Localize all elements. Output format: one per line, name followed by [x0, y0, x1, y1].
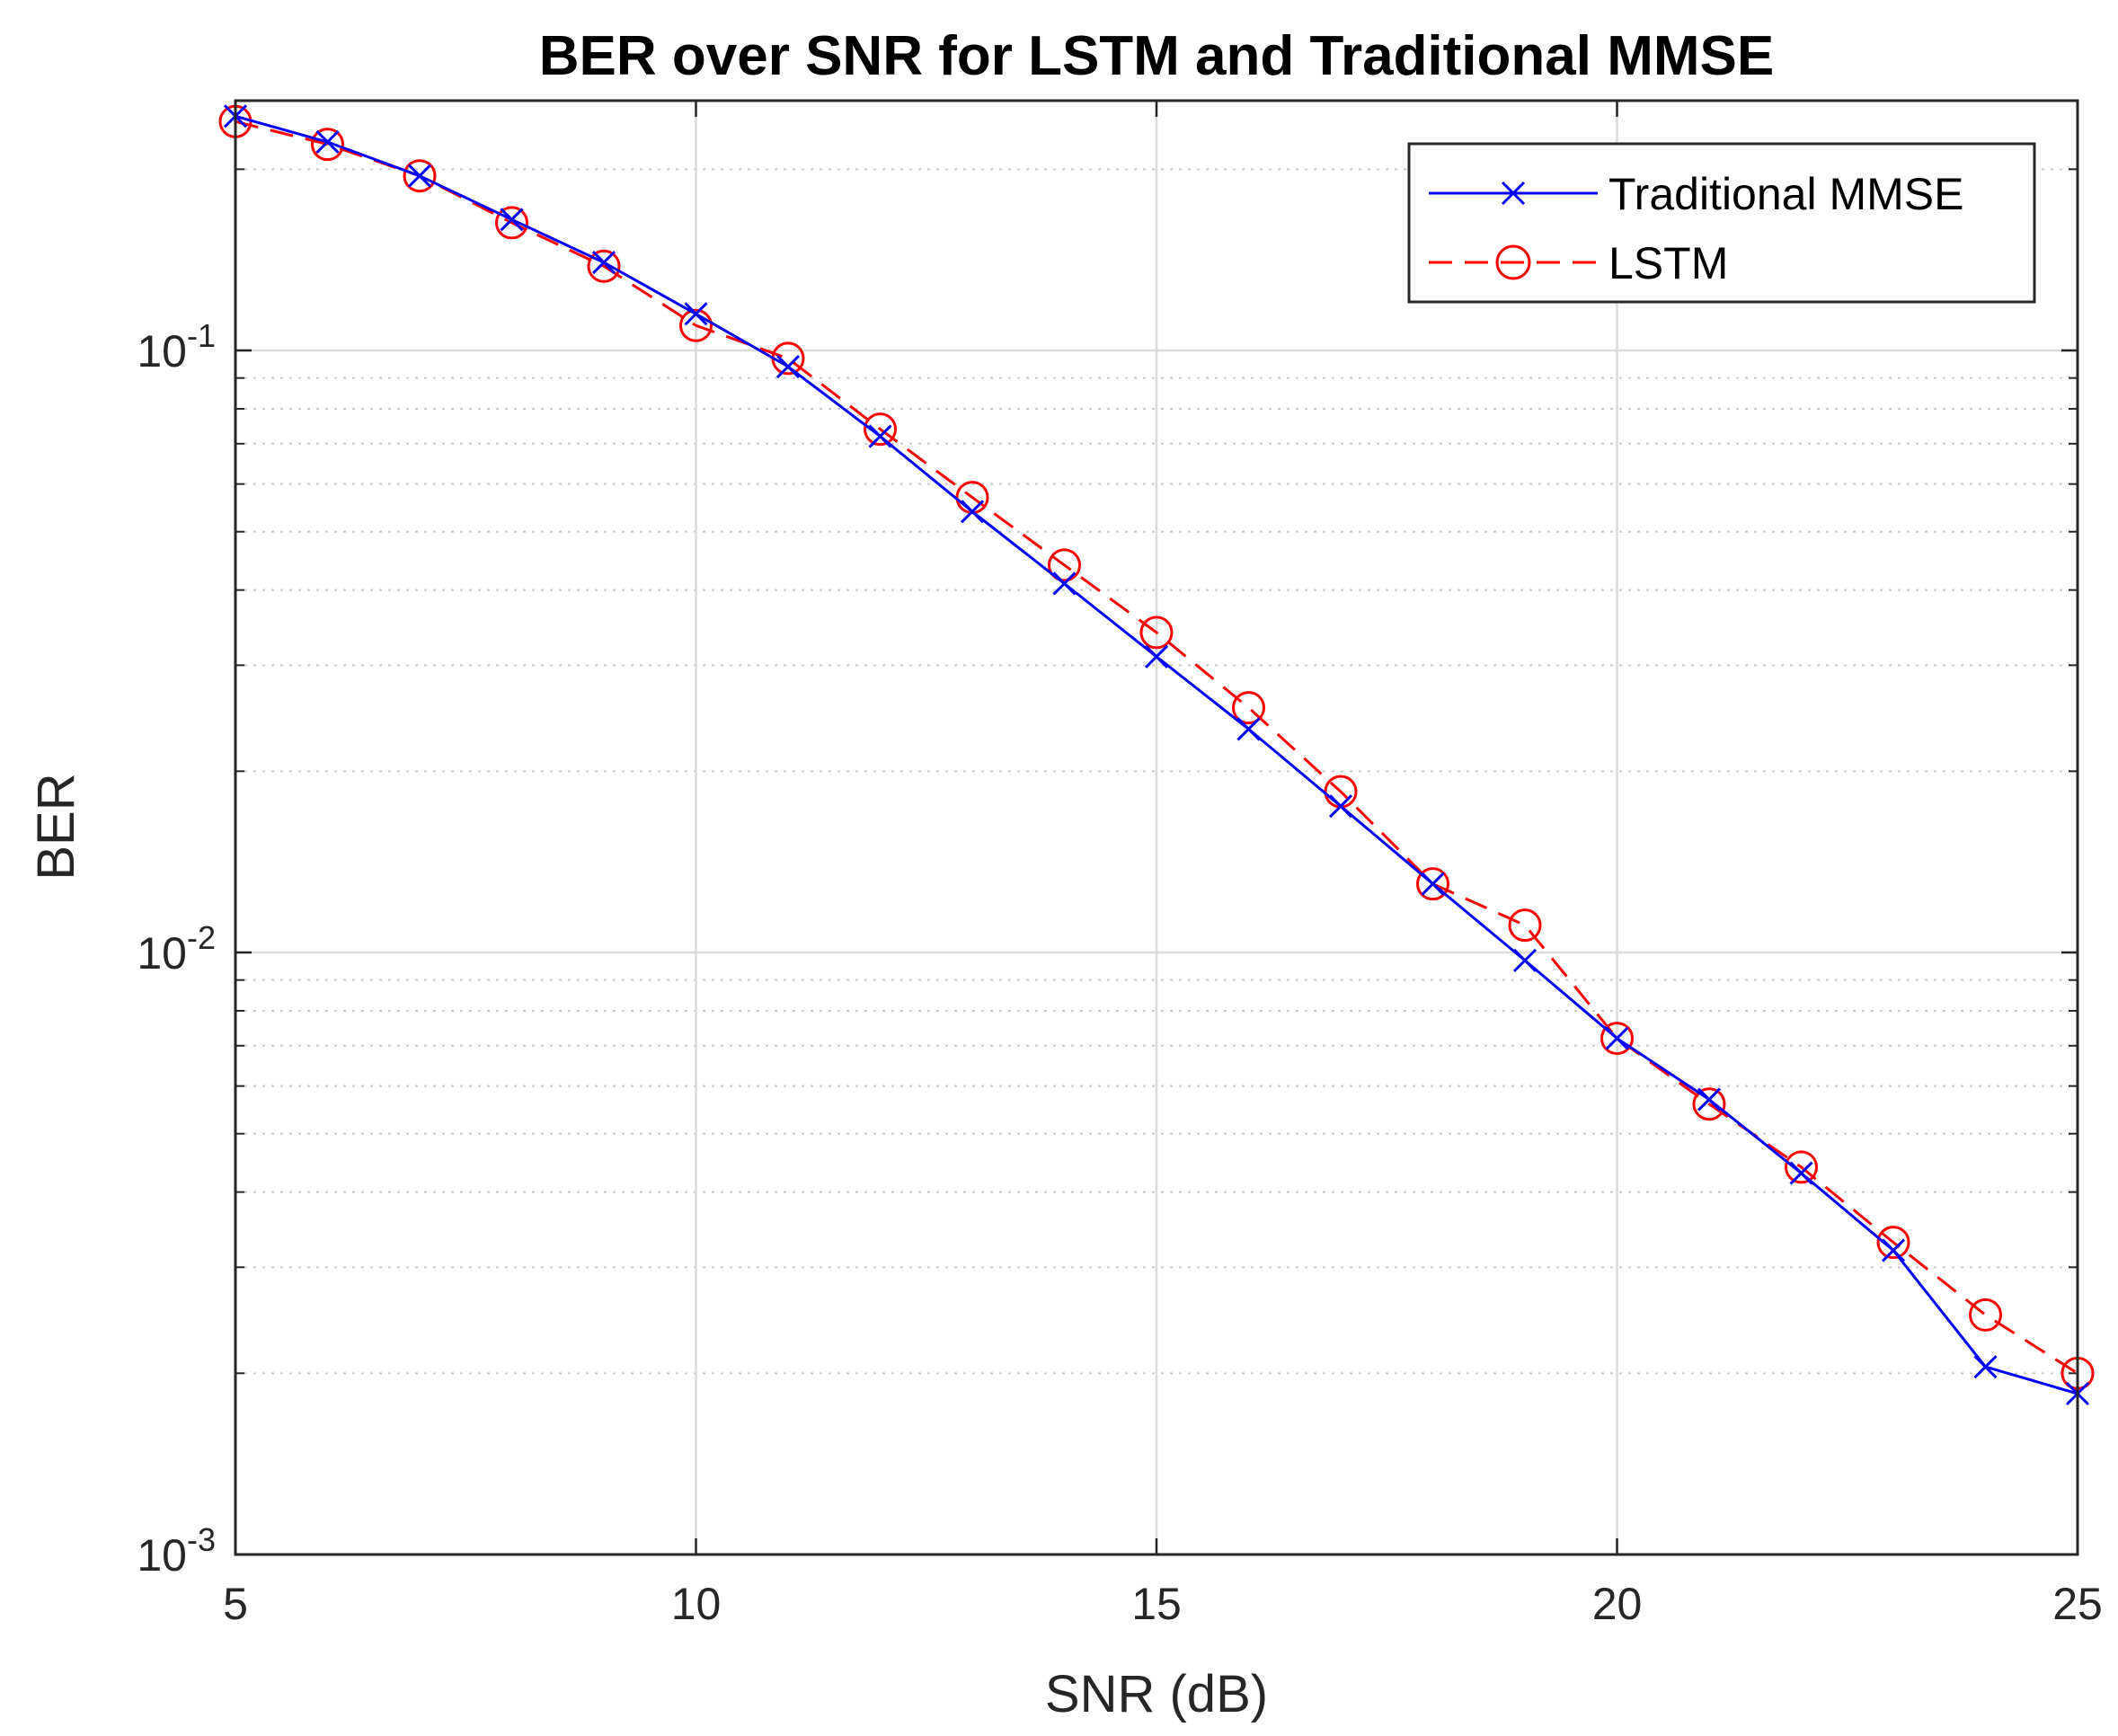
legend-mmse-marker [1501, 181, 1526, 206]
axes-box [234, 99, 2079, 1556]
data-point-circle [679, 308, 713, 342]
data-point-circle [1139, 616, 1174, 650]
data-point-x [960, 500, 985, 524]
data-point-x [868, 424, 892, 448]
legend-mmse-label: Traditional MMSE [1608, 169, 1963, 219]
data-point-circle [1232, 691, 1265, 725]
data-point-circle [495, 206, 528, 240]
data-point-x [591, 251, 616, 275]
data-point-x [1697, 1087, 1722, 1112]
x-tick-label: 5 [223, 1579, 248, 1629]
x-tick-label: 15 [1131, 1579, 1182, 1629]
data-point-x [1236, 717, 1261, 741]
data-point-x [1512, 948, 1538, 972]
data-point-circle [1508, 908, 1542, 943]
data-point-x [1421, 872, 1445, 896]
legend: Traditional MMSE LSTM [1407, 142, 2036, 304]
data-point-circle [1416, 867, 1449, 901]
tick-labels: 10-3 10-2 10-1 5 10 15 20 25 [137, 317, 2102, 1629]
data-point-x [1052, 571, 1077, 596]
data-point-circle [1785, 1150, 1818, 1184]
data-point-x [1144, 644, 1169, 669]
data-point-circle [864, 412, 897, 447]
data-point-circle [1969, 1298, 2002, 1332]
data-point-circle [587, 249, 621, 283]
series-layer [218, 104, 2095, 1406]
data-point-circle [1692, 1087, 1726, 1121]
data-point-x [407, 164, 432, 188]
data-point-x [500, 208, 524, 232]
legend-lstm-label: LSTM [1608, 238, 1728, 288]
x-axis-label: SNR (dB) [1045, 1665, 1268, 1723]
data-point-circle [1600, 1022, 1634, 1056]
x-tick-label: 25 [2052, 1579, 2103, 1629]
legend-lstm-marker [1495, 244, 1531, 280]
series-mmse [223, 104, 2090, 1406]
y-tick-label: 10-3 [137, 1521, 216, 1581]
data-point-circle [403, 159, 437, 193]
y-tick-label: 10-1 [137, 317, 216, 376]
chart-title: BER over SNR for LSTM and Traditional MM… [539, 25, 1774, 87]
x-tick-label: 10 [671, 1579, 722, 1629]
data-point-circle [311, 128, 344, 162]
data-point-circle [1876, 1226, 1910, 1260]
data-point-x [1605, 1026, 1629, 1050]
data-point-x [315, 129, 340, 155]
legend-box [1407, 142, 2036, 304]
data-point-x [775, 354, 801, 379]
data-point-x [684, 302, 708, 326]
data-point-x [1973, 1355, 1998, 1379]
y-tick-label: 10-2 [137, 919, 216, 979]
data-point-x [1789, 1161, 1813, 1185]
series-line [235, 120, 2078, 1375]
y-axis-label: BER [27, 773, 85, 880]
data-point-x [1881, 1238, 1906, 1262]
x-tick-label: 20 [1592, 1579, 1643, 1629]
series-lstm [218, 104, 2095, 1390]
data-point-circle [1048, 548, 1081, 582]
data-point-x [1328, 794, 1353, 819]
